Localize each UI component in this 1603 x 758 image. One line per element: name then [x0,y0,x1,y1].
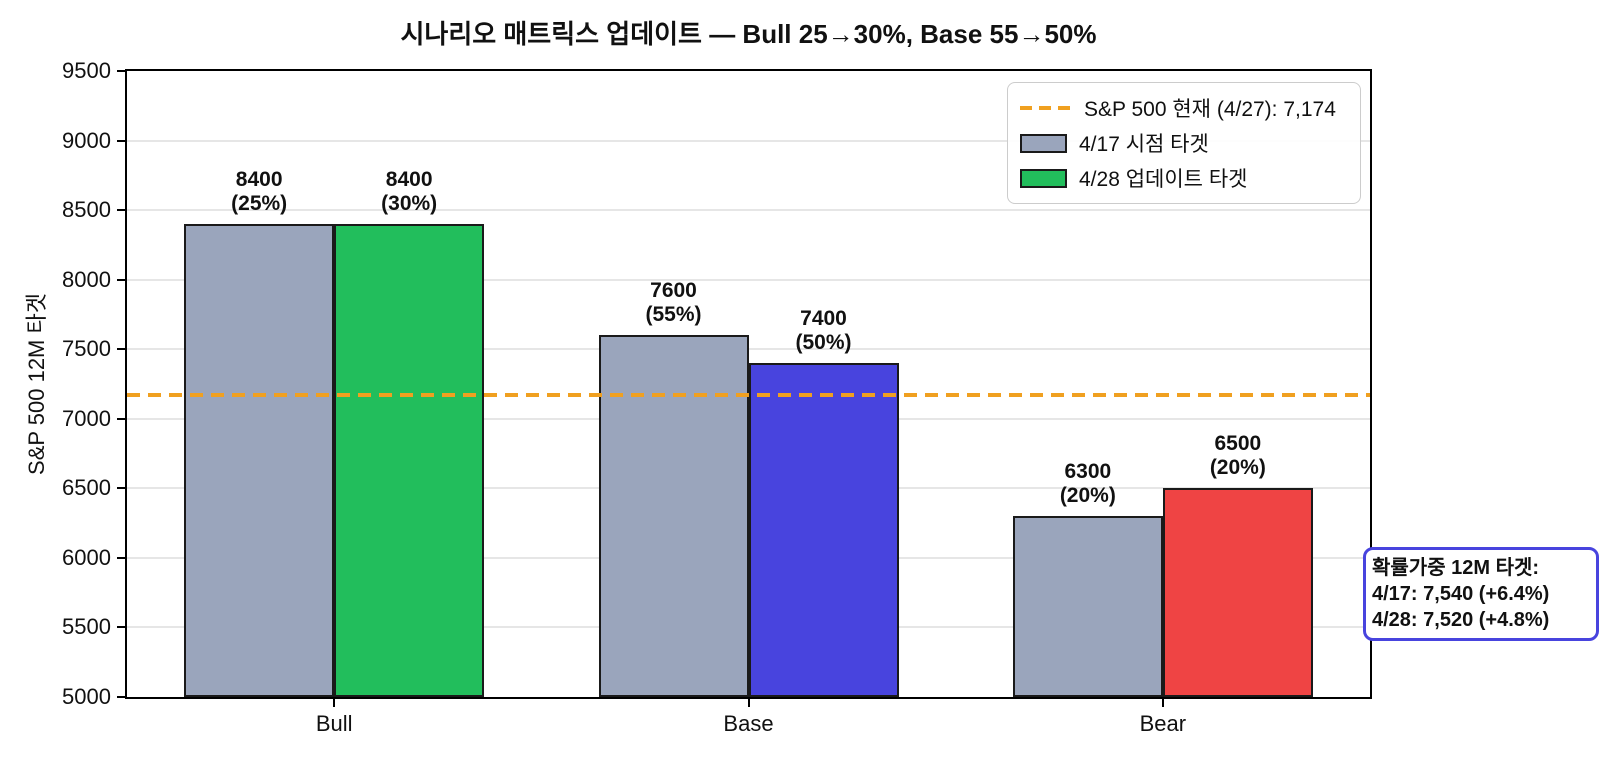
grid-line [127,278,1370,281]
grid-line [127,348,1370,351]
legend: S&P 500 현재 (4/27): 7,174 4/17 시점 타겟 4/28… [1007,82,1361,204]
grid-line [127,209,1370,212]
x-tick-mark [747,699,750,707]
y-tick-label: 5500 [62,614,111,640]
x-tick-label-base: Base [723,711,774,736]
bar-value-label: 6500 (20%) [1209,432,1266,480]
y-tick-mark [117,278,125,281]
chart-title: 시나리오 매트릭스 업데이트 — Bull 25→30%, Base 55→50… [400,19,1097,49]
legend-label: S&P 500 현재 (4/27): 7,174 [1084,98,1336,121]
legend-item-reference-line: S&P 500 현재 (4/27): 7,174 [1020,93,1348,123]
y-tick-mark [117,209,125,212]
x-tick-label-bear: Bear [1139,711,1187,736]
annotation-line: 4/17: 7,540 (+6.4%) [1372,583,1550,605]
bar-base-series1 [598,335,749,697]
y-tick-mark [117,626,125,629]
x-tick-label-bull: Bull [315,711,353,736]
annotation-line: 4/28: 7,520 (+4.8%) [1372,609,1550,631]
x-tick-mark [1161,699,1164,707]
bar-value-label: 7400 (50%) [795,307,852,355]
legend-item-series-1: 4/17 시점 타겟 [1020,128,1348,158]
bar-base-series2 [748,363,899,697]
bar-bear-series2 [1162,488,1313,697]
y-tick-mark [117,348,125,351]
bar-bear-series1 [1012,516,1163,697]
y-axis-label: S&P 500 12M 타겟 [24,293,49,475]
y-tick-label: 9000 [62,127,111,153]
y-tick-label: 6500 [62,475,111,501]
bar-bull-series1 [184,224,335,697]
y-tick-mark [117,70,125,72]
annotation-line: 확률가중 12M 타겟: [1372,557,1540,579]
x-tick-mark [333,699,336,707]
bar-value-label: 7600 (55%) [645,279,702,327]
y-tick-label: 7500 [62,336,111,362]
legend-label: 4/17 시점 타겟 [1079,133,1209,156]
legend-item-series-2: 4/28 업데이트 타겟 [1020,163,1348,193]
gray-swatch-icon [1020,133,1067,153]
y-tick-label: 8500 [62,197,111,223]
bar-value-label: 6300 (20%) [1059,460,1116,508]
bar-value-label: 8400 (25%) [231,168,288,216]
grid-line [127,139,1370,142]
dashed-line-icon [1020,106,1072,110]
green-swatch-icon [1020,168,1067,188]
annotation-box: 확률가중 12M 타겟: 4/17: 7,540 (+6.4%) 4/28: 7… [1363,547,1599,641]
bar-bull-series2 [334,224,485,697]
y-tick-label: 5000 [62,684,111,709]
y-tick-mark [117,487,125,490]
y-tick-mark [117,556,125,559]
bar-value-label: 8400 (30%) [381,168,438,216]
y-tick-label: 6000 [62,544,111,570]
reference-line [127,392,1370,397]
legend-label: 4/28 업데이트 타겟 [1079,168,1248,191]
y-tick-label: 8000 [62,266,111,292]
y-tick-label: 9500 [62,58,111,83]
y-tick-mark [117,139,125,142]
y-tick-mark [117,696,125,698]
y-tick-label: 7000 [62,405,111,431]
plot-area: S&P 500 12M 타겟 8400 (25%) 8400 (30%) 7600 … [24,58,1372,736]
y-tick-mark [117,417,125,420]
